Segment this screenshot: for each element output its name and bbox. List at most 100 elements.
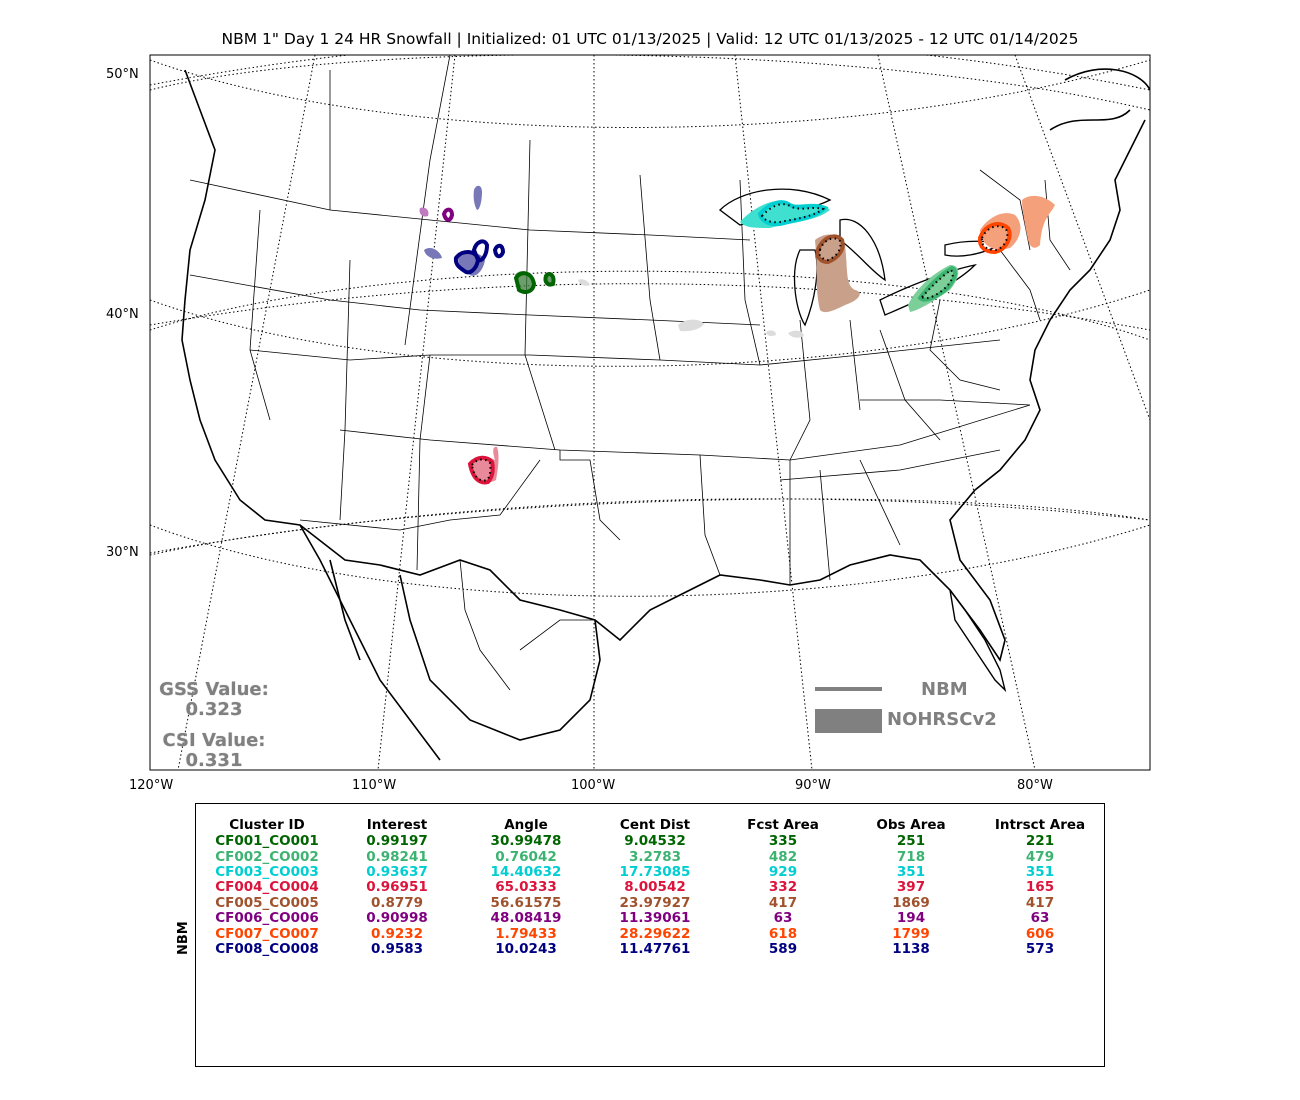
cell-obs-area: 251 — [896, 833, 926, 850]
cell-cent-dist: 9.04532 — [624, 833, 686, 850]
cell-obs-area: 351 — [896, 863, 926, 880]
legend-nohrsc-swatch — [815, 709, 882, 733]
cell-angle: 14.40632 — [490, 863, 562, 880]
fcst-cluster-cf005 — [815, 234, 845, 265]
longitude-graticule — [177, 55, 1150, 770]
map-content — [150, 55, 1150, 770]
cluster-table-box — [195, 803, 1105, 1067]
table-row: CF007_CO007 0.9232 1.79433 28.29622 618 1799 6… — [202, 926, 1104, 941]
table-body: CF001_CO001 0.99197 30.99478 9.04532 335 251 2… — [202, 833, 1104, 957]
legend-nbm-label: NBM — [921, 679, 968, 700]
cell-cent-dist: 17.73085 — [619, 863, 691, 880]
table-row: CF002_CO002 0.98241 0.76042 3.2783 482 718 479 — [202, 849, 1104, 864]
cell-cluster-id: CF008_CO008 — [215, 940, 319, 957]
cell-cent-dist: 11.47761 — [619, 940, 691, 957]
legend-nohrsc-label: NOHRSCv2 — [887, 709, 997, 730]
header-cluster-id: Cluster ID — [229, 816, 305, 833]
cell-obs-area: 397 — [896, 879, 926, 896]
cell-interest: 0.8779 — [370, 894, 424, 911]
cell-fcst-area: 332 — [768, 879, 798, 896]
cell-interest: 0.98241 — [366, 848, 428, 865]
cell-interest: 0.9583 — [370, 940, 424, 957]
cell-angle: 1.79433 — [495, 925, 557, 942]
cell-angle: 65.0333 — [495, 879, 557, 896]
lon-label-110w: 110°W — [352, 778, 397, 793]
map-frame — [149, 54, 1151, 771]
cell-angle: 10.0243 — [495, 940, 557, 957]
header-cent-dist: Cent Dist — [619, 816, 691, 833]
lon-label-80w: 80°W — [1017, 778, 1053, 793]
lon-label-120w: 120°W — [129, 778, 174, 793]
cell-fcst-area: 589 — [768, 940, 798, 957]
table-row: CF005_CO005 0.8779 56.61575 23.97927 417 1869… — [202, 894, 1104, 911]
cell-cluster-id: CF006_CO006 — [215, 910, 319, 927]
map-title: NBM 1" Day 1 24 HR Snowfall | Initialize… — [221, 30, 1079, 48]
cell-fcst-area: 63 — [773, 910, 793, 927]
lon-label-100w: 100°W — [571, 778, 616, 793]
cell-angle: 56.61575 — [490, 894, 562, 911]
cell-angle: 0.76042 — [495, 848, 557, 865]
cell-fcst-area: 929 — [768, 863, 798, 880]
table-side-label: NBM — [176, 921, 191, 955]
header-fcst-area: Fcst Area — [747, 816, 819, 833]
table-header-row: Cluster ID Interest Angle Cent Dist Fcst… — [202, 815, 1104, 834]
cell-interest: 0.96951 — [366, 879, 428, 896]
fcst-cluster-cf004 — [467, 455, 495, 485]
lat-label-30n: 30°N — [106, 545, 139, 560]
header-angle: Angle — [504, 816, 548, 833]
cell-fcst-area: 335 — [768, 833, 798, 850]
table-row: CF008_CO008 0.9583 10.0243 11.47761 589 1138 5… — [202, 940, 1104, 957]
cell-angle: 30.99478 — [490, 833, 562, 850]
cell-fcst-area: 482 — [768, 848, 798, 865]
cell-cent-dist: 3.2783 — [628, 848, 682, 865]
latitude-arcs — [150, 55, 1150, 597]
obs-areas — [419, 185, 1055, 483]
table-row: CF004_CO004 0.96951 65.0333 8.00542 332 397 16… — [202, 880, 1104, 895]
cell-cent-dist: 28.29622 — [619, 925, 691, 942]
obs-cluster-co002 — [908, 265, 959, 312]
cell-interest: 0.99197 — [366, 833, 428, 850]
cell-intrsct-area: 479 — [1025, 848, 1055, 865]
cell-intrsct-area: 606 — [1025, 925, 1055, 942]
lat-label-40n: 40°N — [106, 307, 139, 322]
cell-intrsct-area: 351 — [1025, 863, 1055, 880]
cell-cent-dist: 8.00542 — [624, 879, 686, 896]
csi-label: CSI Value: — [162, 730, 266, 751]
cell-angle: 48.08419 — [490, 910, 562, 927]
table-row: CF006_CO006 0.90998 48.08419 11.39061 63 194 6… — [202, 910, 1104, 927]
intersect-markers — [470, 203, 1009, 482]
cell-cent-dist: 11.39061 — [619, 910, 691, 927]
fcst-cluster-cf002 — [917, 265, 958, 302]
header-intrsct-area: Intrsct Area — [994, 816, 1086, 833]
cell-intrsct-area: 221 — [1025, 833, 1055, 850]
fcst-cluster-cf001 — [513, 271, 556, 294]
header-obs-area: Obs Area — [876, 816, 946, 833]
fcst-cluster-cf008 — [453, 239, 506, 275]
lat-label-50n: 50°N — [106, 67, 139, 82]
csi-value: 0.331 — [185, 750, 243, 771]
florida — [949, 589, 1007, 693]
cell-cluster-id: CF003_CO003 — [215, 863, 319, 880]
lon-label-90w: 90°W — [795, 778, 831, 793]
table-row: CF003_CO003 0.93637 14.40632 17.73085 929 351… — [202, 863, 1104, 880]
cluster-stats-table: Cluster ID Interest Angle Cent Dist Fcst… — [202, 815, 1104, 957]
cell-intrsct-area: 417 — [1025, 894, 1055, 911]
obs-cluster-co005 — [815, 234, 860, 313]
header-interest: Interest — [366, 816, 428, 833]
obs-cluster-co007 — [980, 195, 1055, 250]
cell-obs-area: 1138 — [892, 940, 930, 957]
coastline — [181, 68, 1150, 761]
gss-label: GSS Value: — [159, 679, 269, 700]
cell-cluster-id: CF001_CO001 — [215, 833, 319, 850]
state-borders — [189, 55, 1071, 691]
cell-obs-area: 1799 — [892, 925, 930, 942]
fcst-cluster-cf003 — [757, 200, 829, 227]
cell-intrsct-area: 63 — [1030, 910, 1050, 927]
cell-cluster-id: CF004_CO004 — [215, 879, 319, 896]
cell-interest: 0.9232 — [370, 925, 424, 942]
cell-intrsct-area: 165 — [1025, 879, 1055, 896]
obs-light-area — [578, 279, 804, 338]
cell-interest: 0.90998 — [366, 910, 428, 927]
cell-cluster-id: CF007_CO007 — [215, 925, 319, 942]
snowfall-map — [149, 54, 1151, 771]
